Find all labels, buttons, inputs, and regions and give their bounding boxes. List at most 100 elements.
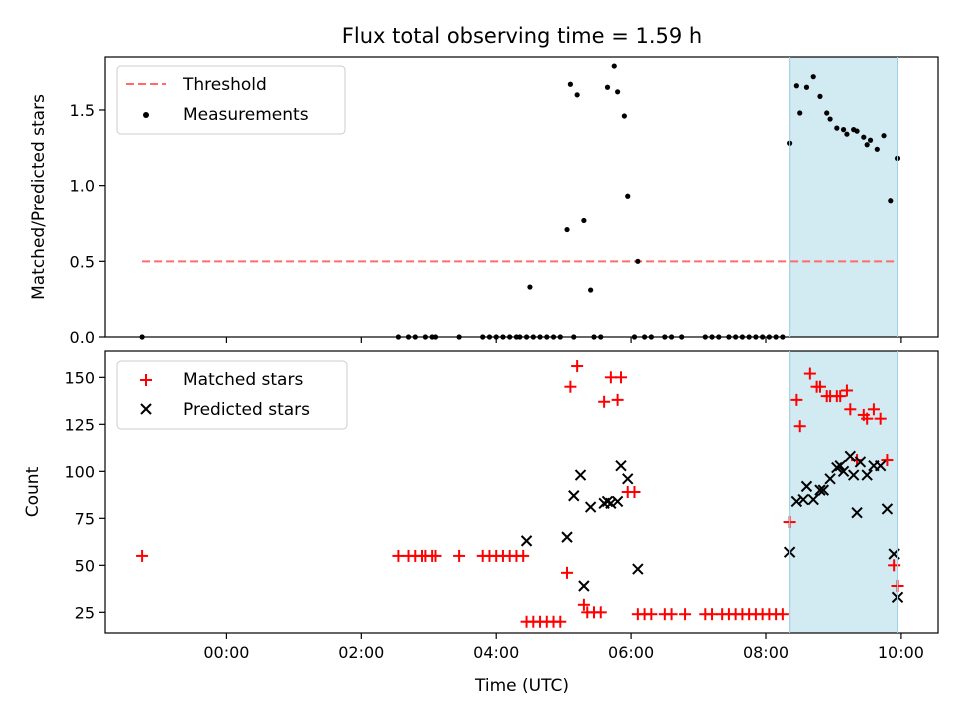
matched-star-point <box>706 608 719 621</box>
legend-matched-swatch <box>140 374 152 386</box>
matched-star-point <box>834 390 847 403</box>
matched-star-point <box>867 403 880 416</box>
measurement-point <box>827 116 833 122</box>
measurement-point <box>844 131 850 137</box>
predicted-star-point <box>615 459 627 472</box>
matched-star-point <box>679 608 692 621</box>
predicted-star-point <box>874 459 887 472</box>
measurement-point <box>588 287 594 293</box>
x-tick-label: 04:00 <box>473 643 519 662</box>
legend-threshold-label: Threshold <box>182 75 267 95</box>
matched-star-point <box>564 380 577 393</box>
matched-star-point <box>554 615 567 628</box>
y-tick-label: 1.0 <box>70 177 95 196</box>
matched-star-point <box>453 549 466 562</box>
y-tick-label: 1.5 <box>70 101 95 120</box>
matched-star-point <box>803 367 816 380</box>
predicted-star-point <box>854 456 867 468</box>
measurement-point <box>834 125 840 131</box>
x-tick-label: 10:00 <box>878 643 924 662</box>
predicted-star-point <box>632 563 644 575</box>
top-y-axis-ticks: 0.0 0.5 1.0 1.5 <box>70 101 105 347</box>
matched-star-point <box>790 393 803 406</box>
predicted-star-point <box>520 535 533 547</box>
legend-matched-label: Matched stars <box>183 370 303 390</box>
predicted-star-point <box>790 495 803 508</box>
predicted-star-point <box>574 469 587 481</box>
measurement-point <box>861 134 867 140</box>
matched-star-point <box>136 549 149 562</box>
legend-measurements-label: Measurements <box>183 105 309 125</box>
matched-star-point <box>645 608 658 621</box>
predicted-star-point <box>851 506 863 519</box>
matched-star-point <box>628 486 641 498</box>
matched-star-point <box>888 559 901 572</box>
bottom-legend-box <box>116 360 348 430</box>
predicted-star-point <box>817 484 830 496</box>
predicted-star-point <box>831 461 843 474</box>
x-tick-label: 02:00 <box>338 643 384 662</box>
bottom-x-axis-ticks: 00:00 02:00 04:00 06:00 08:00 10:00 <box>203 633 924 662</box>
matched-star-point <box>874 412 887 425</box>
measurement-point <box>810 74 816 80</box>
predicted-star-point <box>881 503 894 515</box>
top-y-axis-label: Matched/Predicted stars <box>29 94 49 300</box>
predicted-star-point <box>834 459 846 472</box>
predicted-star-point <box>844 450 857 462</box>
predicted-star-point <box>578 580 590 592</box>
matched-star-point <box>561 566 574 579</box>
predicted-star-point <box>568 490 580 502</box>
top-panel: 0.0 0.5 1.0 1.5 Matched/Predicted stars Thr… <box>29 56 939 347</box>
predicted-star-point <box>814 484 826 496</box>
predicted-star-point <box>797 493 809 506</box>
measurement-point <box>621 113 627 119</box>
measurement-point <box>867 137 874 143</box>
measurement-point <box>635 258 641 264</box>
measurement-point <box>881 133 887 139</box>
measurement-point <box>567 81 574 87</box>
x-tick-label: 08:00 <box>743 643 789 662</box>
measurement-point <box>854 128 860 134</box>
matched-star-point <box>594 606 607 619</box>
measurement-point <box>574 92 580 98</box>
bottom-y-axis-ticks: 25 50 75 100 125 150 <box>64 368 105 622</box>
bottom-legend: Matched stars Predicted stars <box>116 360 348 430</box>
matched-star-point <box>861 412 874 425</box>
top-highlight-span <box>789 57 898 337</box>
predicted-star-point <box>800 480 813 493</box>
matched-star-point <box>665 608 678 621</box>
measurement-point <box>797 110 803 116</box>
bottom-series <box>136 360 904 628</box>
matched-star-point <box>793 420 806 433</box>
matched-star-point <box>611 393 624 406</box>
predicted-star-point <box>807 493 819 506</box>
matched-star-point <box>392 549 405 562</box>
matched-star-point <box>840 384 853 397</box>
predicted-star-point <box>837 465 850 478</box>
y-tick-label: 0.5 <box>70 252 95 271</box>
measurement-point <box>817 93 823 99</box>
matched-star-point <box>813 380 826 393</box>
measurement-point <box>803 84 810 90</box>
matched-star-point <box>776 608 789 621</box>
top-legend: Threshold Measurements <box>116 65 346 135</box>
bottom-highlight-span <box>789 351 898 633</box>
chart-title: Flux total observing time = 1.59 h <box>342 24 702 48</box>
y-tick-label: 75 <box>75 509 95 528</box>
x-axis-label: Time (UTC) <box>474 676 569 696</box>
y-tick-label: 25 <box>75 603 95 622</box>
matched-star-point <box>517 549 530 562</box>
top-legend-box <box>116 65 346 135</box>
predicted-star-point <box>584 501 597 513</box>
measurement-point <box>581 217 587 224</box>
top-x-axis-ticks <box>225 337 902 343</box>
predicted-star-point <box>605 497 617 509</box>
y-tick-label: 50 <box>75 556 95 575</box>
predicted-stars-points <box>520 450 904 603</box>
matched-star-point <box>844 403 857 416</box>
bottom-axes-frame <box>104 350 939 634</box>
predicted-star-point <box>847 469 860 481</box>
predicted-star-point <box>622 473 634 485</box>
legend-predicted-swatch <box>140 403 152 415</box>
predicted-star-point <box>561 531 573 543</box>
